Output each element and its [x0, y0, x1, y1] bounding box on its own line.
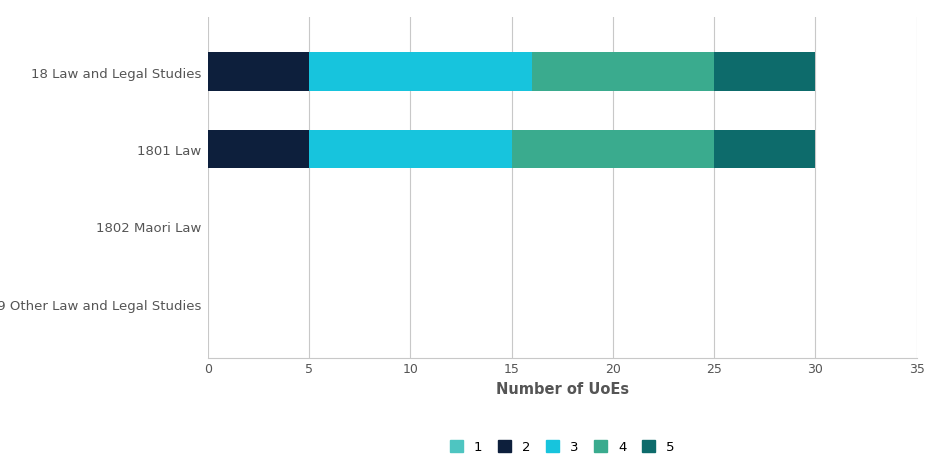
Bar	[208, 53, 309, 92]
X-axis label: Number of UoEs: Number of UoEs	[496, 381, 628, 396]
Legend: 1, 2, 3, 4, 5: 1, 2, 3, 4, 5	[449, 440, 674, 453]
Bar	[531, 53, 714, 92]
Bar	[208, 130, 309, 169]
Bar	[309, 130, 511, 169]
Bar	[714, 130, 815, 169]
Bar	[309, 53, 531, 92]
Bar	[511, 130, 714, 169]
Bar	[714, 53, 815, 92]
